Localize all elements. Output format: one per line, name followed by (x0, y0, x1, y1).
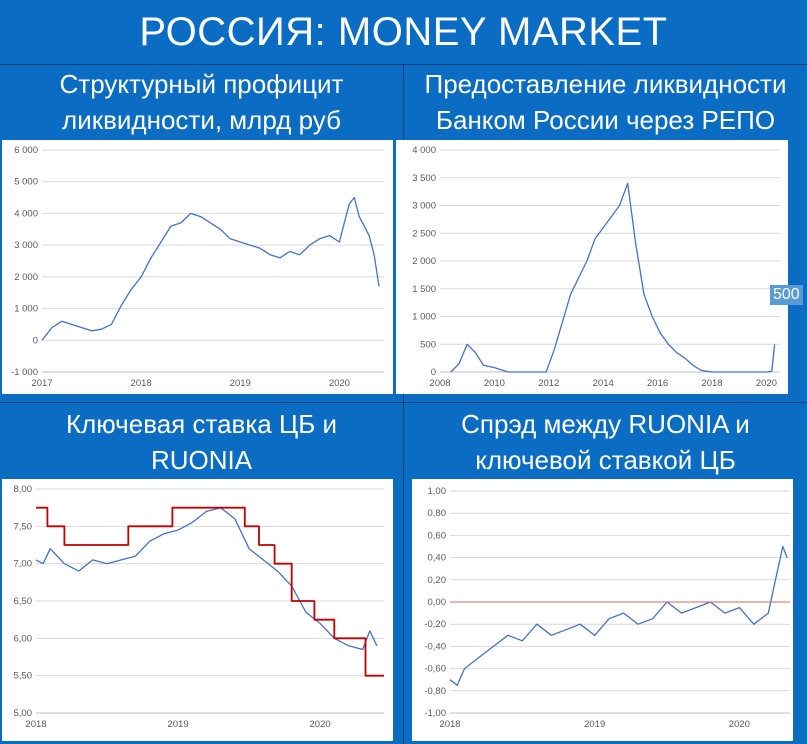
y-tick-label: 0,40 (428, 553, 447, 564)
y-tick-label: 2 500 (412, 228, 436, 239)
x-tick-label: 2018 (131, 378, 152, 389)
chart-liquidity-surplus: 6 000 5 000 4 000 3 000 2 000 1 000 0 -1 000 201… (2, 140, 393, 394)
series-line (41, 196, 380, 341)
y-tick-label: 8,00 (14, 484, 33, 495)
y-tick-label: 4 000 (14, 208, 38, 219)
chart-spread: 1,00 0,80 0,60 0,40 0,20 0,00 -0,20 -0,40 -0,60 -… (412, 479, 793, 741)
y-tick-label: 7,50 (14, 521, 33, 532)
y-tick-label: -0,60 (424, 664, 446, 675)
chart-key-rate: 8,00 7,50 7,00 6,50 6,00 5,50 5,00 2018 2019 2020 (2, 479, 393, 741)
x-tick-label: 2010 (484, 378, 505, 389)
y-tick-label: 1 000 (14, 304, 38, 315)
x-tick-label: 2019 (230, 378, 251, 389)
panel-title-line: Структурный профицит (59, 69, 344, 99)
y-tick-label: -0,40 (424, 641, 446, 652)
x-tick-label: 2020 (329, 378, 350, 389)
y-tick-label: -1,00 (424, 708, 446, 719)
x-tick-label: 2014 (593, 378, 614, 389)
y-tick-label: 2 000 (412, 256, 436, 267)
y-tick-label: 5 000 (14, 177, 38, 188)
y-tick-label: 0 (431, 367, 436, 378)
panel-title-line: ключевой ставкой ЦБ (475, 445, 736, 475)
panel-title-line: Спрэд между RUONIA и (461, 409, 750, 439)
x-tick-label: 2018 (701, 378, 722, 389)
y-tick-label: -1 000 (11, 367, 38, 378)
series-line (449, 545, 788, 686)
x-tick-label: 2019 (584, 719, 605, 730)
x-tick-label: 2016 (647, 378, 668, 389)
x-tick-label: 2012 (538, 378, 559, 389)
y-tick-label: 500 (420, 339, 436, 350)
y-tick-label: 3 000 (412, 201, 436, 212)
panel-title-line: Банком России через РЕПО (435, 105, 776, 135)
y-tick-label: 0,00 (428, 597, 447, 608)
divider (403, 64, 404, 744)
x-tick-label: 2018 (25, 719, 46, 730)
y-tick-label: 0,20 (428, 575, 447, 586)
x-tick-label: 2017 (31, 378, 52, 389)
y-tick-label: -0,20 (424, 619, 446, 630)
y-tick-label: 2 000 (14, 272, 38, 283)
panel-title-key-rate: Ключевая ставка ЦБ и RUONIA (0, 406, 403, 478)
panel-title-spread: Спрэд между RUONIA и ключевой ставкой ЦБ (404, 406, 807, 478)
y-tick-label: 0,60 (428, 530, 447, 541)
y-tick-label: 1 500 (412, 284, 436, 295)
y-tick-label: 7,00 (14, 559, 33, 570)
series-line (35, 507, 378, 651)
series-line (36, 506, 384, 677)
y-tick-label: 3 500 (412, 173, 436, 184)
chart-svg: 1,00 0,80 0,60 0,40 0,20 0,00 -0,20 -0,40 -0,60 -… (424, 486, 790, 730)
panel-title-line: ликвидности, млрд руб (62, 105, 341, 135)
y-tick-label: 6,50 (14, 596, 33, 607)
y-tick-label: 5,50 (14, 671, 33, 682)
panel-title-line: Предоставление ликвидности (424, 69, 787, 99)
annotation-label: 500 (770, 285, 803, 305)
y-tick-label: 4 000 (412, 145, 436, 156)
panel-title-line: RUONIA (150, 445, 253, 475)
y-tick-label: 0,80 (428, 508, 447, 519)
panel-title-repo: Предоставление ликвидности Банком России… (404, 66, 807, 138)
y-tick-label: 1 000 (412, 312, 436, 323)
x-tick-label: 2018 (439, 719, 460, 730)
page-title: РОССИЯ: MONEY MARKET (139, 10, 668, 54)
y-tick-label: 5,00 (14, 708, 33, 719)
y-tick-label: -0,80 (424, 686, 446, 697)
y-tick-label: 1,00 (428, 486, 447, 497)
chart-repo: 4 000 3 500 3 000 2 500 2 000 1 500 1 000 500 0 2… (396, 140, 803, 394)
y-tick-label: 0 (33, 335, 38, 346)
y-tick-label: 6,00 (14, 633, 33, 644)
y-tick-label: 3 000 (14, 240, 38, 251)
y-tick-label: 6 000 (14, 145, 38, 156)
x-tick-label: 2020 (310, 719, 331, 730)
panel-title-liquidity-surplus: Структурный профицит ликвидности, млрд р… (0, 66, 403, 138)
panel-title-line: Ключевая ставка ЦБ и (65, 409, 338, 439)
x-tick-label: 2020 (756, 378, 777, 389)
x-tick-label: 2020 (729, 719, 750, 730)
x-tick-label: 2008 (429, 378, 450, 389)
x-tick-label: 2019 (167, 719, 188, 730)
series-line (450, 182, 776, 373)
